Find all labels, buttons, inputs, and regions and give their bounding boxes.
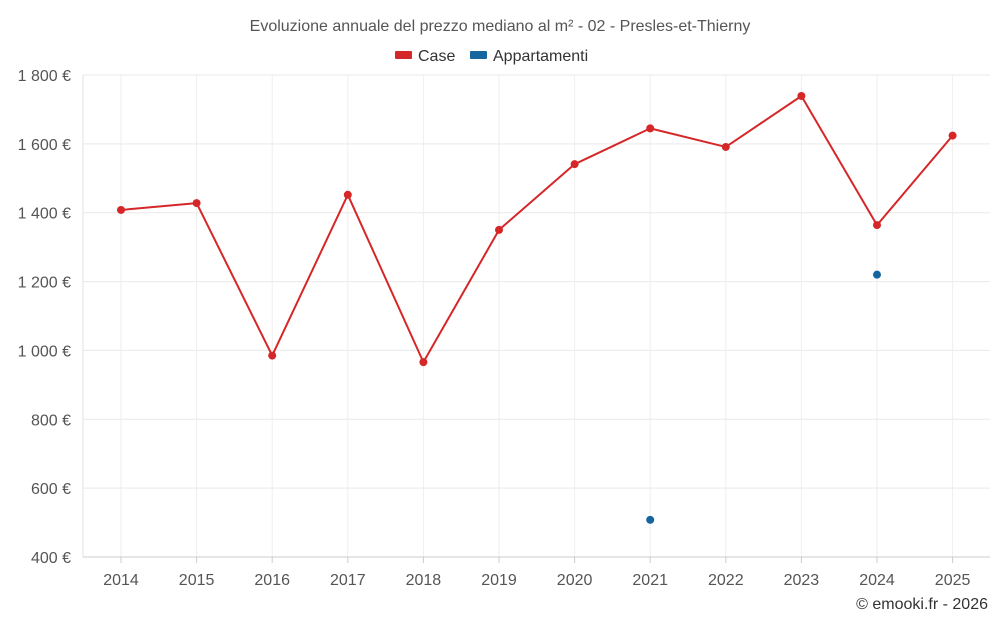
y-tick-label: 1 000 € — [18, 343, 71, 360]
legend: Case Appartamenti — [395, 48, 588, 65]
data-point-case-2018[interactable] — [419, 358, 428, 367]
y-tick-label: 600 € — [31, 481, 71, 498]
data-point-case-2025[interactable] — [948, 131, 957, 140]
credit: © emooki.fr - 2026 — [856, 596, 988, 613]
x-tick-label: 2017 — [330, 572, 366, 589]
x-tick-label: 2021 — [632, 572, 668, 589]
grid — [83, 74, 990, 558]
y-tick-label: 1 600 € — [18, 137, 71, 154]
x-tick-label: 2016 — [254, 572, 290, 589]
x-tick-label: 2014 — [103, 572, 139, 589]
legend-item-appartamenti[interactable]: Appartamenti — [470, 48, 588, 65]
y-tick-label: 400 € — [31, 550, 71, 567]
series-line-case — [120, 95, 954, 364]
data-point-case-2023[interactable] — [797, 92, 806, 101]
y-tick-label: 1 400 € — [18, 206, 71, 223]
x-tick-label: 2024 — [859, 572, 895, 589]
data-point-case-2020[interactable] — [570, 160, 579, 169]
chart-title: Evoluzione annuale del prezzo mediano al… — [250, 18, 751, 35]
y-tick-label: 1 200 € — [18, 275, 71, 292]
legend-label-appartamenti: Appartamenti — [493, 48, 588, 65]
y-tick-label: 800 € — [31, 412, 71, 429]
legend-item-case[interactable]: Case — [395, 48, 455, 65]
x-tick-label: 2025 — [935, 572, 971, 589]
data-point-case-2017[interactable] — [343, 190, 352, 199]
data-point-case-2019[interactable] — [495, 225, 503, 234]
x-tick-label: 2022 — [708, 572, 744, 589]
data-point-case-2014[interactable] — [117, 205, 125, 214]
data-point-case-2015[interactable] — [192, 199, 201, 208]
x-tick-label: 2015 — [179, 572, 215, 589]
x-tick-label: 2023 — [784, 572, 820, 589]
x-tick-label: 2019 — [481, 572, 517, 589]
data-point-case-2016[interactable] — [268, 351, 277, 360]
legend-label-case: Case — [418, 48, 455, 65]
data-point-case-2024[interactable] — [873, 221, 881, 230]
axes: 400 € 600 € 800 € 1 000 € 1 200 € 1 400 € 1 60… — [18, 68, 990, 589]
data-point-appartamenti-2024[interactable] — [873, 270, 881, 279]
legend-swatch-case — [395, 51, 412, 59]
y-tick-label: 1 800 € — [18, 68, 71, 85]
data-point-case-2021[interactable] — [646, 124, 655, 133]
legend-swatch-appartamenti — [470, 51, 487, 59]
x-tick-label: 2018 — [406, 572, 442, 589]
data-point-case-2022[interactable] — [721, 142, 730, 151]
data-point-appartamenti-2021[interactable] — [646, 515, 655, 524]
series — [117, 92, 957, 524]
x-tick-label: 2020 — [557, 572, 593, 589]
